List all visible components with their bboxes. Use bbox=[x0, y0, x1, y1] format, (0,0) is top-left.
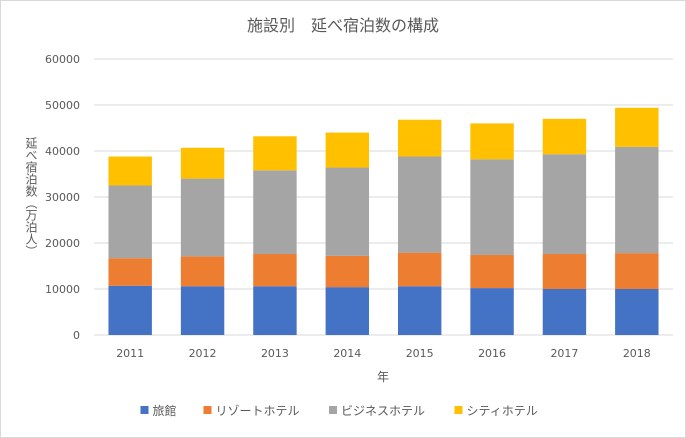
bar-2018-series-3 bbox=[615, 107, 659, 147]
legend-swatch-0 bbox=[140, 406, 149, 414]
legend-label-0: 旅館 bbox=[153, 403, 177, 418]
bar-2017-series-3 bbox=[542, 118, 587, 155]
bar-2014-series-1 bbox=[325, 255, 370, 288]
y-tick-label: 0 bbox=[73, 329, 80, 342]
bar-2018-series-1 bbox=[615, 253, 659, 289]
bar-2014-series-0 bbox=[325, 287, 370, 335]
x-tick-label: 2016 bbox=[478, 347, 506, 360]
bar-2011-series-1 bbox=[108, 258, 152, 286]
chart-title: 施設別 延べ宿泊数の構成 bbox=[247, 16, 439, 35]
y-axis-title: 延べ宿泊数（万泊人） bbox=[24, 137, 38, 257]
y-tick-label: 50000 bbox=[45, 99, 80, 112]
y-tick-label: 10000 bbox=[45, 283, 80, 296]
x-tick-label: 2015 bbox=[406, 347, 434, 360]
y-tick-label: 40000 bbox=[45, 145, 80, 158]
bar-2016-series-2 bbox=[470, 159, 514, 255]
x-tick-label: 2012 bbox=[189, 347, 217, 360]
x-axis-title: 年 bbox=[377, 370, 389, 384]
bar-2016-series-0 bbox=[470, 288, 514, 335]
bar-2017-series-0 bbox=[542, 289, 587, 335]
axes: 0 10000 20000 30000 40000 50000 60000 2011 2012 2… bbox=[45, 53, 651, 360]
bar-2017-series-1 bbox=[542, 254, 587, 289]
bar-2011-series-3 bbox=[108, 156, 152, 186]
bar-2016-series-3 bbox=[470, 123, 514, 160]
bar-2014-series-3 bbox=[325, 132, 370, 168]
bars bbox=[108, 107, 659, 335]
x-tick-label: 2014 bbox=[333, 347, 361, 360]
bar-2012-series-0 bbox=[180, 286, 225, 335]
bar-2013-series-0 bbox=[253, 286, 297, 335]
x-tick-label: 2013 bbox=[261, 347, 289, 360]
legend-label-3: シティホテル bbox=[467, 404, 538, 418]
x-tick-label: 2017 bbox=[550, 347, 578, 360]
bar-2011-series-0 bbox=[108, 285, 152, 335]
legend-swatch-1 bbox=[203, 406, 212, 414]
bar-2012-series-2 bbox=[180, 178, 225, 257]
legend-label-1: リゾートホテル bbox=[216, 404, 300, 418]
bar-2015-series-1 bbox=[397, 252, 442, 287]
bar-2014-series-2 bbox=[325, 167, 370, 256]
bar-2017-series-2 bbox=[542, 154, 587, 255]
legend-swatch-2 bbox=[329, 406, 337, 414]
bar-2013-series-3 bbox=[253, 136, 297, 171]
legend-swatch-3 bbox=[454, 406, 463, 414]
legend-label-2: ビジネスホテル bbox=[341, 404, 425, 418]
bar-2018-series-2 bbox=[615, 146, 659, 254]
bar-2016-series-1 bbox=[470, 254, 514, 289]
bar-2018-series-0 bbox=[615, 289, 659, 335]
bar-2013-series-1 bbox=[253, 254, 297, 287]
bar-2015-series-2 bbox=[397, 156, 442, 253]
x-tick-label: 2011 bbox=[116, 347, 144, 360]
y-tick-label: 30000 bbox=[45, 191, 80, 204]
y-tick-label: 20000 bbox=[45, 237, 80, 250]
bar-2012-series-3 bbox=[180, 147, 225, 179]
bar-2015-series-3 bbox=[397, 119, 442, 157]
x-tick-label: 2018 bbox=[623, 347, 651, 360]
bar-2015-series-0 bbox=[397, 286, 442, 335]
bar-2011-series-2 bbox=[108, 185, 152, 259]
bar-2012-series-1 bbox=[180, 256, 225, 287]
bar-2013-series-2 bbox=[253, 170, 297, 255]
legend: 旅館 リゾートホテル ビジネスホテル シティホテル bbox=[140, 403, 538, 418]
y-tick-label: 60000 bbox=[45, 53, 80, 66]
